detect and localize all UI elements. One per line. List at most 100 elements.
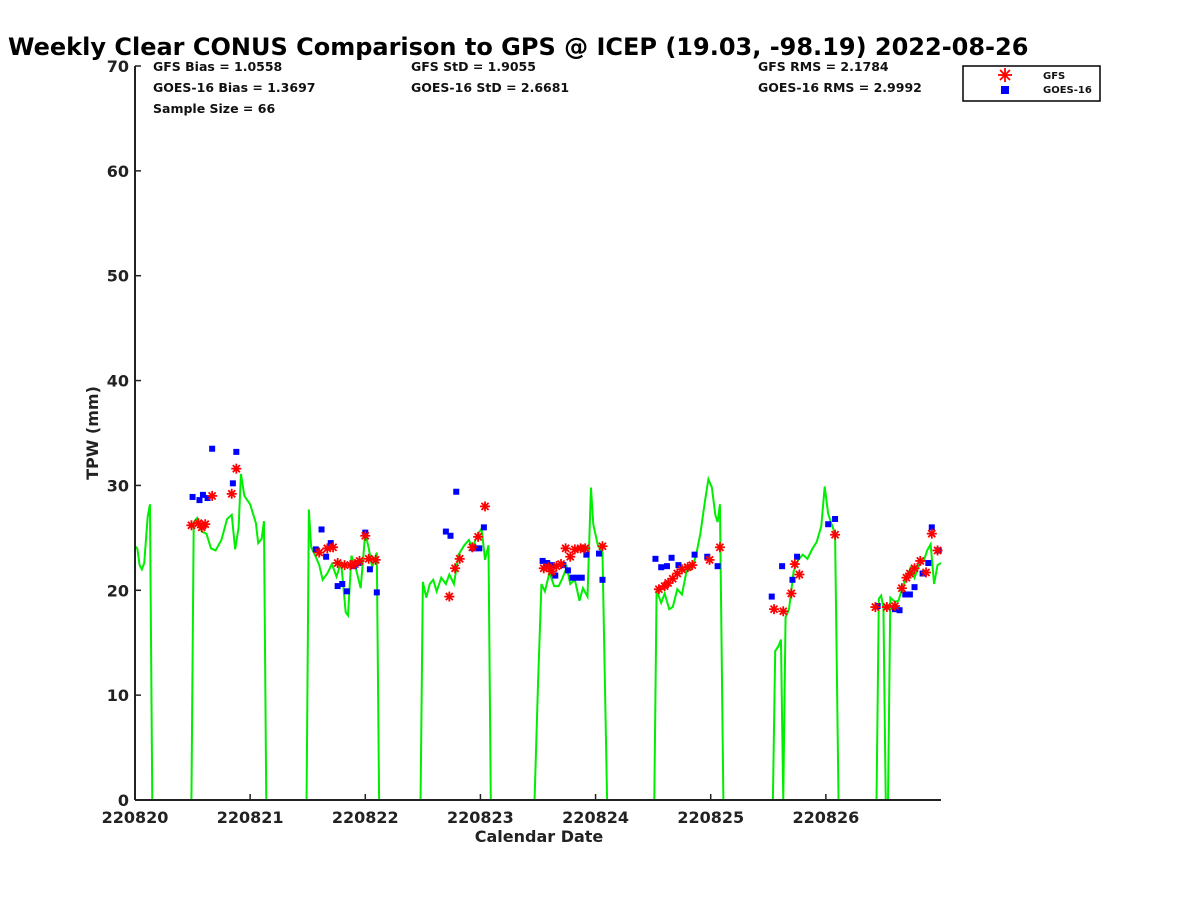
goes16-point xyxy=(902,591,909,598)
y-ticks: 0 10 20 30 40 50 60 70 xyxy=(107,57,141,810)
gps-line-segment xyxy=(875,540,942,801)
x-tick-label: 220825 xyxy=(677,808,744,827)
legend-goes-label: GOES-16 xyxy=(1043,85,1092,96)
goes16-point xyxy=(447,532,454,539)
gfs-point xyxy=(444,591,455,602)
x-tick-label: 220824 xyxy=(562,808,629,827)
goes16-point xyxy=(564,567,571,574)
goes16-point xyxy=(204,495,211,502)
goes16-point xyxy=(318,526,325,533)
x-tick-label: 220822 xyxy=(332,808,399,827)
gfs-point xyxy=(565,551,576,562)
gfs-point xyxy=(370,554,381,565)
goes16-point xyxy=(480,524,487,531)
gfs-point xyxy=(786,588,797,599)
x-tick-label: 220820 xyxy=(102,808,169,827)
goes16-point xyxy=(334,583,341,590)
gfs-point xyxy=(454,553,465,564)
gfs-point xyxy=(332,558,343,569)
goes16-point xyxy=(569,574,576,581)
plot-area xyxy=(134,445,943,801)
gfs-point xyxy=(467,542,478,553)
legend: GFS GOES-16 xyxy=(962,65,1101,102)
goes16-point xyxy=(583,551,590,558)
gfs-point xyxy=(909,563,920,574)
goes16-point xyxy=(663,563,670,570)
gfs-point xyxy=(915,555,926,566)
x-tick-label: 220821 xyxy=(217,808,284,827)
goes16-point xyxy=(825,521,832,528)
gps-line-segment xyxy=(305,509,381,801)
goes16-point xyxy=(675,562,682,569)
y-tick-label: 10 xyxy=(107,686,129,705)
y-axis-label: TPW (mm) xyxy=(83,386,102,480)
goes16-point xyxy=(691,551,698,558)
goes16-point xyxy=(196,497,203,504)
gfs-point xyxy=(556,559,567,570)
goes16-point xyxy=(548,562,555,569)
goes16-point xyxy=(229,480,236,487)
goes16-point xyxy=(906,591,913,598)
goes16-point xyxy=(476,545,483,552)
gfs-point xyxy=(932,545,943,556)
legend-gfs-asterisk xyxy=(998,68,1012,82)
x-axis-label: Calendar Date xyxy=(475,827,604,846)
stat-goes-bias: GOES-16 Bias = 1.3697 xyxy=(153,80,315,95)
stat-gfs-std: GFS StD = 1.9055 xyxy=(411,59,536,74)
gfs-point xyxy=(580,543,591,554)
gps-line-segment xyxy=(653,475,725,801)
gfs-point xyxy=(921,567,932,578)
goes16-point xyxy=(189,493,196,500)
goes16-point xyxy=(574,574,581,581)
stat-gfs-bias: GFS Bias = 1.0558 xyxy=(153,59,282,74)
gfs-point xyxy=(881,602,892,613)
y-tick-label: 60 xyxy=(107,162,129,181)
gfs-point xyxy=(186,520,197,531)
gfs-point xyxy=(789,559,800,570)
gfs-point xyxy=(354,555,365,566)
gfs-point xyxy=(926,528,937,539)
y-tick-label: 50 xyxy=(107,267,129,286)
stat-goes-rms: GOES-16 RMS = 2.9992 xyxy=(758,80,922,95)
gfs-point xyxy=(473,531,484,542)
goes16-point xyxy=(323,553,330,560)
gfs-point xyxy=(226,488,237,499)
legend-box xyxy=(962,65,1101,102)
goes16-point xyxy=(539,557,546,564)
y-tick-label: 20 xyxy=(107,581,129,600)
gfs-point xyxy=(794,569,805,580)
stat-sample-size: Sample Size = 66 xyxy=(153,101,275,116)
gfs-point xyxy=(870,602,881,613)
gfs-point xyxy=(687,560,698,571)
gfs-point xyxy=(597,541,608,552)
goes16-point xyxy=(544,560,551,567)
goes16-point xyxy=(233,448,240,455)
gfs-point xyxy=(363,553,374,564)
legend-gfs-label: GFS xyxy=(1043,71,1065,82)
chart-title: Weekly Clear CONUS Comparison to GPS @ I… xyxy=(8,33,1028,61)
gfs-point xyxy=(704,554,715,565)
goes16-point xyxy=(832,515,839,522)
goes16-point xyxy=(714,563,721,570)
goes16-point xyxy=(896,607,903,614)
y-tick-label: 30 xyxy=(107,476,129,495)
goes16-point xyxy=(652,555,659,562)
goes16-point xyxy=(442,528,449,535)
gfs-point xyxy=(328,542,339,553)
gfs-point xyxy=(560,543,571,554)
goes16-point xyxy=(578,574,585,581)
gfs-point xyxy=(769,604,780,615)
stats-block: GFS Bias = 1.0558 GOES-16 Bias = 1.3697 … xyxy=(153,59,922,116)
gps-line-segment xyxy=(134,504,154,801)
gps-line-segment xyxy=(533,487,609,801)
x-tick-label: 220826 xyxy=(792,808,859,827)
goes16-point xyxy=(366,566,373,573)
gfs-point xyxy=(480,501,491,512)
goes16-point xyxy=(339,580,346,587)
gfs-point xyxy=(231,463,242,474)
goes16-point xyxy=(789,576,796,583)
goes16-point xyxy=(658,564,665,571)
goes16-point xyxy=(327,540,334,547)
legend-gfs-marker xyxy=(998,68,1012,82)
goes16-point xyxy=(925,560,932,567)
